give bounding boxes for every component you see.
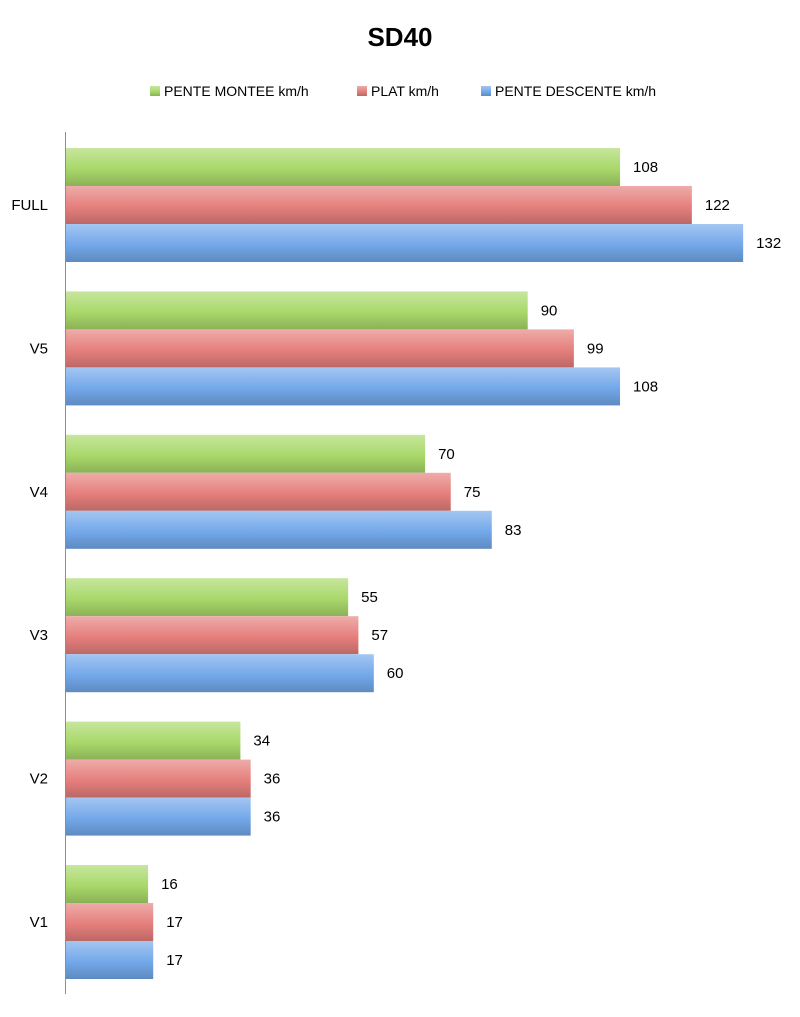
bar xyxy=(66,367,621,406)
bar xyxy=(66,291,528,330)
bar xyxy=(66,759,251,798)
bar xyxy=(66,148,621,186)
category-tick-label: V4 xyxy=(30,484,48,501)
category-tick-label: FULL xyxy=(11,197,48,214)
category-tick-label: V5 xyxy=(30,340,48,357)
data-label: 57 xyxy=(371,627,388,644)
bar xyxy=(66,616,359,655)
data-label: 83 xyxy=(505,522,522,539)
bar xyxy=(66,224,744,262)
bar xyxy=(66,721,241,760)
data-label: 36 xyxy=(264,771,281,788)
data-label: 36 xyxy=(264,809,281,826)
data-label: 17 xyxy=(166,952,183,969)
bar xyxy=(66,434,426,473)
labels-group: 108 122 132 FULL 90 99 108 V5 70 75 83 V4 55 57 60 V3 34… xyxy=(11,159,781,969)
category-tick-label: V3 xyxy=(30,627,48,644)
data-label: 60 xyxy=(387,665,404,682)
bar xyxy=(66,472,451,511)
category-tick-label: V1 xyxy=(30,914,48,931)
bar xyxy=(66,941,154,979)
category-tick-label: V2 xyxy=(30,771,48,788)
data-label: 16 xyxy=(161,876,178,893)
bar xyxy=(66,510,492,549)
bars-group xyxy=(66,148,744,979)
data-label: 70 xyxy=(438,446,455,463)
bar xyxy=(66,654,374,693)
bar xyxy=(66,186,692,224)
bar xyxy=(66,329,574,368)
data-label: 108 xyxy=(633,378,658,395)
legend-swatch xyxy=(357,86,367,96)
data-label: 108 xyxy=(633,159,658,176)
legend-swatch xyxy=(481,86,491,96)
legend-swatch xyxy=(150,86,160,96)
legend-label: PENTE MONTEE km/h xyxy=(164,83,309,99)
data-label: 99 xyxy=(587,340,604,357)
bar xyxy=(66,865,149,903)
data-label: 34 xyxy=(253,733,270,750)
legend-label: PENTE DESCENTE km/h xyxy=(495,83,656,99)
bar xyxy=(66,797,251,836)
legend: PENTE MONTEE km/h PLAT km/h PENTE DESCENTE… xyxy=(150,83,656,99)
data-label: 75 xyxy=(464,484,481,501)
chart-title: SD40 xyxy=(367,22,432,52)
legend-label: PLAT km/h xyxy=(371,83,439,99)
data-label: 17 xyxy=(166,914,183,931)
data-label: 90 xyxy=(541,302,558,319)
data-label: 132 xyxy=(756,235,781,252)
bar xyxy=(66,903,154,941)
bar xyxy=(66,578,349,617)
data-label: 55 xyxy=(361,589,378,606)
data-label: 122 xyxy=(705,197,730,214)
